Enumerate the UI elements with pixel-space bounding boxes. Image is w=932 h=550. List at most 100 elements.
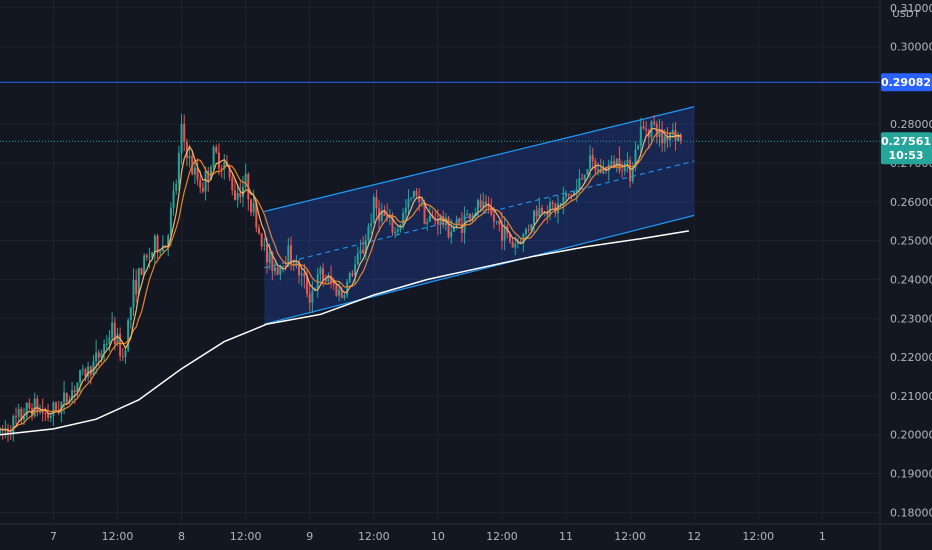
- candle-body: [95, 352, 98, 362]
- candle-body: [343, 295, 346, 298]
- candle-body: [428, 215, 431, 222]
- candle-body: [274, 267, 277, 272]
- candle-body: [436, 219, 439, 225]
- candle-body: [591, 155, 594, 162]
- candle-body: [100, 352, 103, 358]
- candle-body: [177, 153, 180, 184]
- candle-body: [404, 207, 407, 214]
- candle-body: [570, 195, 573, 197]
- channel-lower-line: [264, 214, 695, 325]
- candle-body: [282, 265, 285, 267]
- candle-body: [351, 273, 354, 276]
- candle-body: [460, 223, 463, 234]
- candle-body: [116, 333, 119, 345]
- candle-body: [340, 289, 343, 298]
- candle-body: [137, 268, 140, 295]
- candle-body: [452, 227, 455, 232]
- candle-body: [402, 213, 405, 225]
- candle-body: [356, 253, 359, 265]
- candle-body: [634, 149, 637, 169]
- candle-body: [658, 129, 661, 137]
- candle-body: [471, 215, 474, 219]
- candle-body: [47, 413, 50, 418]
- candle-body: [623, 163, 626, 172]
- candle-body: [492, 214, 495, 222]
- candle-body: [73, 390, 76, 393]
- candle-body: [332, 282, 335, 285]
- candle-body: [642, 126, 645, 129]
- candle-body: [284, 265, 287, 267]
- candle-body: [407, 198, 410, 208]
- candle-body: [306, 276, 309, 294]
- candle-body: [151, 252, 154, 258]
- time-axis[interactable]: 7 12:00 8 12:00 9 12:00 10 12:00 11 12:00 12 12:00 1: [50, 530, 826, 543]
- candle-body: [105, 343, 108, 345]
- candle-body: [303, 273, 306, 277]
- candle-body: [613, 161, 616, 168]
- channel-middle-line: [264, 160, 695, 269]
- horizontal-line-tag-label: 0.29082: [881, 76, 931, 89]
- candle-body: [484, 201, 487, 204]
- candle-body: [359, 249, 362, 254]
- candle-body: [479, 200, 482, 208]
- candle-body: [279, 266, 282, 275]
- candle-body: [482, 201, 485, 208]
- quote-unit-label: USDT: [892, 9, 920, 20]
- parallel-channel[interactable]: [264, 106, 695, 325]
- candle-body: [575, 188, 578, 192]
- candle-body: [156, 235, 159, 253]
- candle-body: [370, 223, 373, 227]
- x-tick-label: 10: [431, 530, 445, 543]
- candle-body: [476, 200, 479, 214]
- y-tick-label: 0.26000: [890, 196, 932, 209]
- y-tick-label: 0.30000: [890, 41, 932, 54]
- channel-upper-line: [264, 106, 695, 213]
- x-tick-label: 12:00: [614, 530, 646, 543]
- candle-body: [41, 409, 44, 414]
- y-tick-label: 0.18000: [890, 506, 932, 519]
- candle-body: [207, 170, 210, 180]
- x-tick-label: 7: [50, 530, 57, 543]
- candle-body: [20, 408, 23, 420]
- y-tick-label: 0.20000: [890, 429, 932, 442]
- candle-body: [215, 147, 218, 153]
- candle-body: [626, 160, 629, 164]
- candle-body: [330, 275, 333, 283]
- candle-body: [327, 275, 330, 282]
- candle-body: [423, 202, 426, 224]
- candle-body: [15, 415, 18, 417]
- candle-body: [434, 217, 437, 220]
- candle-body: [271, 251, 274, 272]
- candle-body: [12, 415, 15, 435]
- candle-body: [338, 289, 341, 296]
- last-price-tag: [881, 132, 932, 165]
- candle-body: [439, 215, 442, 225]
- candle-body: [167, 235, 170, 248]
- candle-body: [252, 202, 255, 213]
- candle-body: [508, 233, 511, 242]
- candle-body: [113, 322, 116, 345]
- candle-body: [180, 123, 183, 154]
- candle-body: [244, 173, 247, 188]
- candle-body: [503, 226, 506, 241]
- candle-body: [589, 155, 592, 170]
- candle-body: [65, 392, 68, 403]
- candle-body: [0, 428, 1, 434]
- last-price-tag-label: 0.27561: [881, 135, 931, 148]
- candle-body: [183, 123, 186, 142]
- candle-body: [466, 213, 469, 216]
- candle-body: [615, 158, 618, 168]
- candle-body: [97, 352, 100, 358]
- candle-body: [364, 240, 367, 254]
- candle-body: [447, 217, 450, 238]
- candle-body: [39, 409, 42, 413]
- candle-body: [228, 165, 231, 178]
- ma-fast-line: [0, 127, 681, 432]
- candle-body: [108, 337, 111, 344]
- candle-body: [49, 415, 52, 418]
- candle-body: [196, 167, 199, 180]
- candle-body: [335, 284, 338, 296]
- candle-body: [55, 402, 58, 410]
- candle-body: [602, 166, 605, 174]
